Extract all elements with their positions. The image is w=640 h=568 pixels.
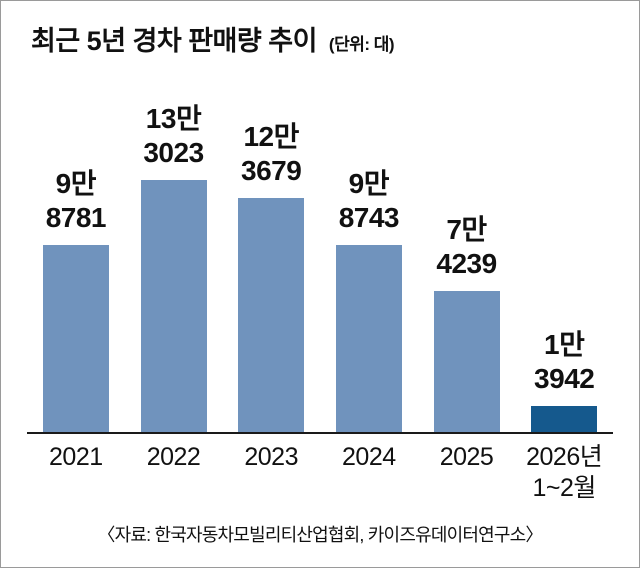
bar (238, 198, 305, 432)
bar-column: 9만 8781 (27, 167, 125, 432)
chart-title: 최근 5년 경차 판매량 추이 (31, 26, 317, 56)
chart-unit-label: (단위: 대) (328, 35, 395, 54)
value-label: 1만 3942 (534, 328, 595, 394)
bar-column: 1만 3942 (515, 328, 613, 432)
x-axis-label: 2024 (342, 443, 396, 471)
bar (433, 291, 500, 432)
bar (531, 406, 598, 432)
x-axis-label: 2021 (49, 443, 103, 471)
value-label: 7만 4239 (436, 213, 497, 279)
x-axis: 2021 2022 2023 2024 2025 2026년 1~2월 (27, 442, 613, 505)
plot-area: 9만 8781 13만 3023 12만 3679 9만 8743 7만 4239 1만 3942 (27, 88, 613, 434)
bar-column: 12만 3679 (222, 120, 320, 432)
source-caption: 〈자료: 한국자동차모빌리티산업협회, 카이즈유데이터연구소〉 (97, 524, 543, 545)
bar-column: 9만 8743 (320, 167, 418, 432)
bar-column: 13만 3023 (125, 102, 223, 432)
bar-chart: 9만 8781 13만 3023 12만 3679 9만 8743 7만 4239 1만 3942 2… (27, 88, 613, 505)
bar (42, 245, 109, 432)
chart-header: 최근 5년 경차 판매량 추이 (단위: 대) (27, 19, 613, 58)
value-label: 9만 8781 (45, 167, 107, 233)
value-label: 13만 3023 (143, 102, 204, 168)
bar (140, 180, 207, 432)
bar (335, 245, 402, 432)
x-axis-label: 2022 (146, 443, 201, 471)
bar-column: 7만 4239 (418, 213, 516, 432)
value-label: 9만 8743 (338, 167, 400, 233)
x-axis-label: 2023 (244, 443, 298, 471)
x-axis-label: 2026년 1~2월 (526, 443, 603, 503)
x-axis-label: 2025 (439, 443, 494, 471)
value-label: 12만 3679 (241, 120, 302, 186)
